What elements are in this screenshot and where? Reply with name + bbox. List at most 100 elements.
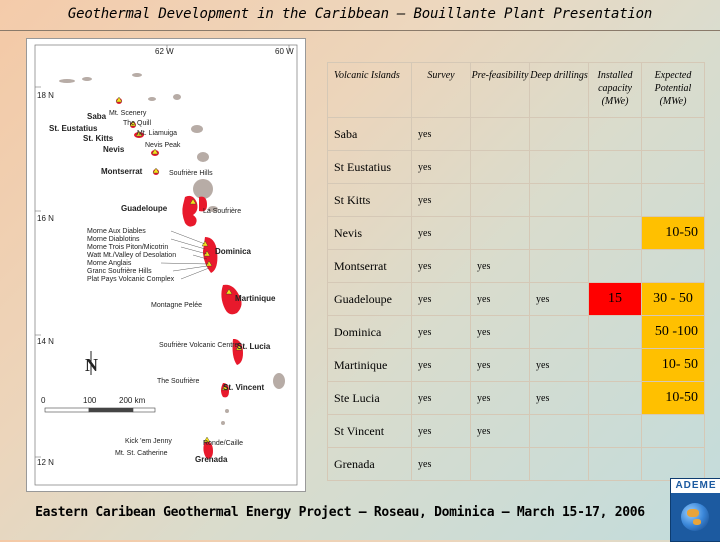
volcano-label-mt-scenery: Mt. Scenery bbox=[109, 110, 147, 117]
cell-expected: 10- 50 bbox=[641, 348, 705, 382]
map-label-st-vincent: St. Vincent bbox=[223, 383, 265, 392]
table-row: Nevis yes 10-50 bbox=[327, 216, 705, 250]
cell-survey: yes bbox=[411, 381, 471, 415]
map-label-guadeloupe: Guadeloupe bbox=[121, 204, 168, 213]
map-label-saba: Saba bbox=[87, 112, 107, 121]
cell-pre: yes bbox=[470, 414, 530, 448]
cell-deep bbox=[529, 249, 589, 283]
geothermal-table: Volcanic Islands Survey Pre-feasibility … bbox=[327, 62, 705, 481]
table-row: Dominica yes yes 50 -100 bbox=[327, 315, 705, 349]
header-deep-drillings: Deep drillings bbox=[529, 62, 589, 118]
cell-survey: yes bbox=[411, 282, 471, 316]
cell-installed bbox=[588, 447, 642, 481]
cell-expected bbox=[641, 150, 705, 184]
caribbean-map: 62 W 60 W 18 N 16 N 14 N 12 N bbox=[26, 38, 306, 492]
volcano-label-granc-soufriere-hills: Granc Soufrière Hills bbox=[87, 268, 152, 275]
cell-pre: yes bbox=[470, 282, 530, 316]
cell-island: Martinique bbox=[327, 348, 412, 382]
cell-survey: yes bbox=[411, 117, 471, 151]
cell-expected bbox=[641, 183, 705, 217]
cell-survey: yes bbox=[411, 447, 471, 481]
cell-pre bbox=[470, 216, 530, 250]
cell-deep bbox=[529, 414, 589, 448]
scale-bar bbox=[44, 407, 156, 413]
volcano-label-plat-pays: Plat Pays Volcanic Complex bbox=[87, 276, 175, 283]
cell-island: Dominica bbox=[327, 315, 412, 349]
volcano-markers bbox=[115, 96, 243, 443]
header-installed-capacity: Installed capacity (MWe) bbox=[588, 62, 642, 118]
lon-label-60: 60 W bbox=[275, 47, 294, 56]
volcano-label-kick-em-jenny: Kick 'em Jenny bbox=[125, 438, 172, 445]
cell-island: Ste Lucia bbox=[327, 381, 412, 415]
scale-label-0: 0 bbox=[41, 396, 46, 405]
map-svg: 62 W 60 W 18 N 16 N 14 N 12 N bbox=[34, 44, 298, 486]
volcano-label-morne-trois-piton: Morne Trois Piton/Micotrin bbox=[87, 244, 168, 251]
cell-deep: yes bbox=[529, 381, 589, 415]
cell-island: St Eustatius bbox=[327, 150, 412, 184]
cell-deep bbox=[529, 315, 589, 349]
volcano-label-ronde-caille: Ronde/Caille bbox=[203, 440, 243, 447]
volcano-label-morne-aux-diables: Morne Aux Diables bbox=[87, 228, 146, 235]
cell-deep bbox=[529, 117, 589, 151]
header-survey: Survey bbox=[411, 62, 471, 118]
volcano-label-the-soufriere: The Soufrière bbox=[157, 378, 200, 385]
map-label-st-eustatius: St. Eustatius bbox=[49, 124, 98, 133]
other-islands bbox=[59, 73, 285, 425]
cell-installed bbox=[588, 249, 642, 283]
logo-text: ADEME bbox=[671, 479, 720, 493]
cell-island: Montserrat bbox=[327, 249, 412, 283]
cell-installed bbox=[588, 150, 642, 184]
table-row: Ste Lucia yes yes yes 10-50 bbox=[327, 381, 705, 415]
volcano-label-montagne-pelee: Montagne Pelée bbox=[151, 302, 202, 309]
slide-title: Geothermal Development in the Caribbean … bbox=[67, 6, 653, 22]
cell-expected: 10-50 bbox=[641, 216, 705, 250]
volcano-label-nevis-peak: Nevis Peak bbox=[145, 142, 181, 149]
cell-pre bbox=[470, 183, 530, 217]
cell-survey: yes bbox=[411, 414, 471, 448]
cell-survey: yes bbox=[411, 348, 471, 382]
scale-label-100: 100 bbox=[83, 396, 97, 405]
cell-expected bbox=[641, 447, 705, 481]
lat-label-14: 14 N bbox=[37, 337, 54, 346]
cell-survey: yes bbox=[411, 216, 471, 250]
table-row: Guadeloupe yes yes yes 15 30 - 50 bbox=[327, 282, 705, 316]
cell-pre: yes bbox=[470, 315, 530, 349]
header-prefeasibility: Pre-feasibility bbox=[470, 62, 530, 118]
map-label-grenada: Grenada bbox=[195, 455, 228, 464]
cell-survey: yes bbox=[411, 183, 471, 217]
map-label-st-kitts: St. Kitts bbox=[83, 134, 114, 143]
cell-deep bbox=[529, 447, 589, 481]
map-label-st-lucia: St. Lucia bbox=[237, 342, 271, 351]
table-header-row: Volcanic Islands Survey Pre-feasibility … bbox=[327, 62, 705, 118]
cell-deep bbox=[529, 216, 589, 250]
table-row: Saba yes bbox=[327, 117, 705, 151]
cell-island: St Kitts bbox=[327, 183, 412, 217]
map-border bbox=[34, 44, 298, 486]
globe-land-icon bbox=[693, 519, 701, 525]
map-label-nevis: Nevis bbox=[103, 145, 125, 154]
volcano-label-soufriere-hills: Soufrière Hills bbox=[169, 170, 213, 177]
volcano-label-morne-anglais: Morne Anglais bbox=[87, 260, 132, 267]
cell-island: Grenada bbox=[327, 447, 412, 481]
header-islands: Volcanic Islands bbox=[327, 62, 412, 118]
table-row: Grenada yes bbox=[327, 447, 705, 481]
cell-survey: yes bbox=[411, 315, 471, 349]
scale-label-200: 200 km bbox=[119, 396, 146, 405]
cell-installed bbox=[588, 381, 642, 415]
lat-label-12: 12 N bbox=[37, 458, 54, 467]
leader-lines bbox=[160, 230, 210, 280]
cell-island: St Vincent bbox=[327, 414, 412, 448]
cell-pre: yes bbox=[470, 249, 530, 283]
volcano-label-the-quill: The Quill bbox=[123, 120, 151, 127]
cell-deep: yes bbox=[529, 282, 589, 316]
map-label-montserrat: Montserrat bbox=[101, 167, 143, 176]
cell-deep: yes bbox=[529, 348, 589, 382]
cell-pre bbox=[470, 117, 530, 151]
table-row: Montserrat yes yes bbox=[327, 249, 705, 283]
title-bar: Geothermal Development in the Caribbean … bbox=[0, 0, 720, 31]
volcano-label-la-soufriere: La Soufrière bbox=[203, 208, 241, 215]
cell-installed bbox=[588, 315, 642, 349]
cell-island: Nevis bbox=[327, 216, 412, 250]
table-row: St Vincent yes yes bbox=[327, 414, 705, 448]
volcano-label-watt-mt: Watt Mt./Valley of Desolation bbox=[87, 252, 176, 259]
